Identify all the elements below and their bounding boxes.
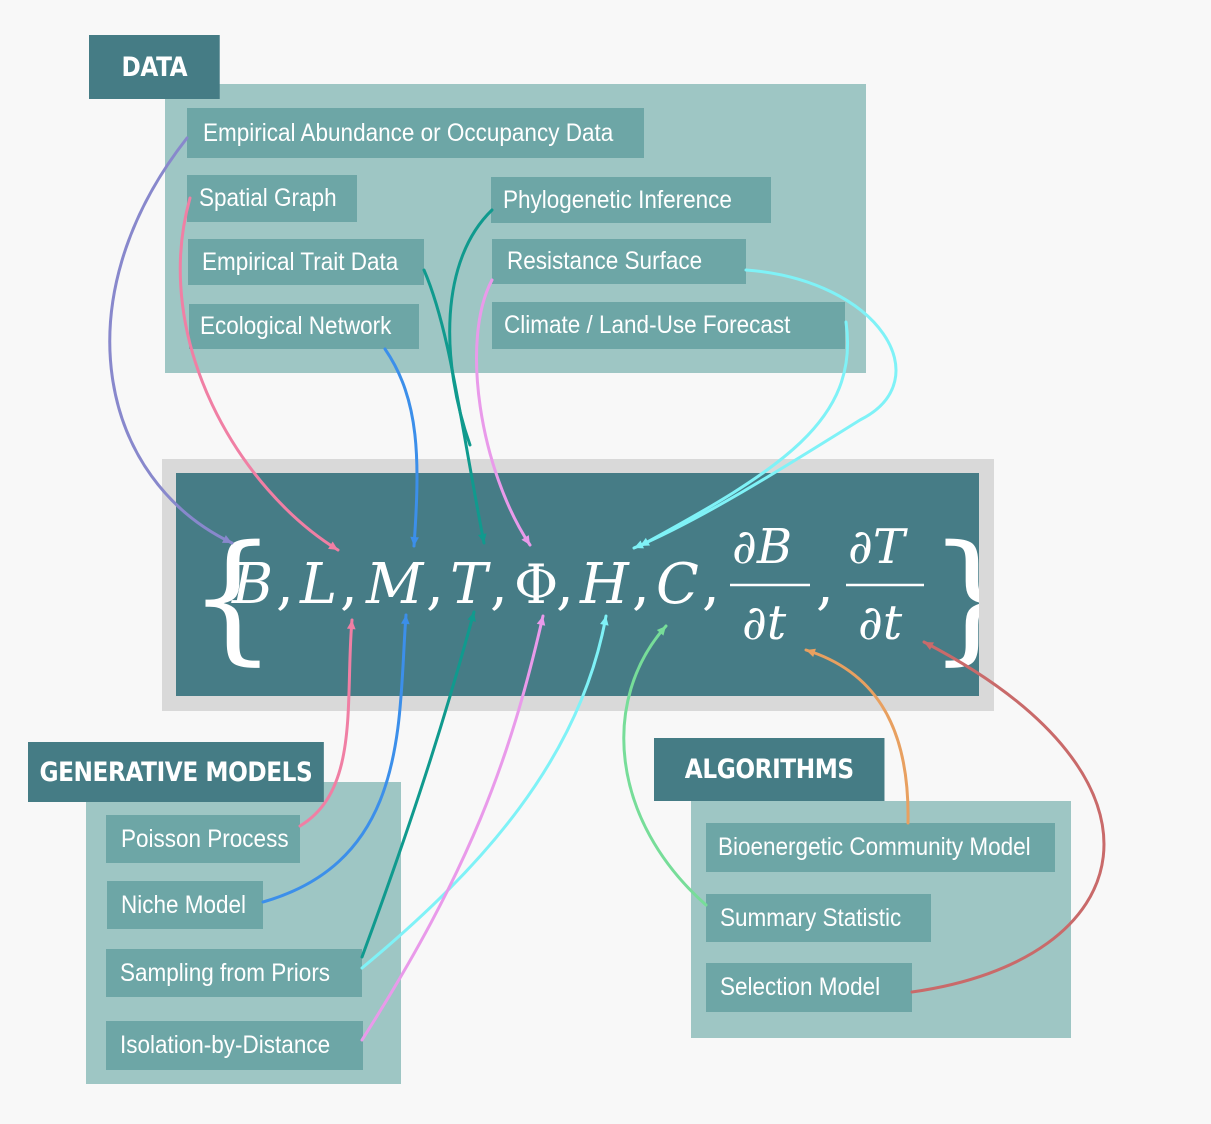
eq-symbol-T: T xyxy=(450,552,491,617)
arrowhead-sampling-T xyxy=(467,612,476,622)
node-sampling-priors: Sampling from Priors xyxy=(106,949,362,997)
arrow-sampling-to-T xyxy=(360,610,476,959)
arrow-bioenergetic-to-dBdt xyxy=(804,648,910,825)
eq-close-brace: } xyxy=(928,516,979,679)
arrow-niche-to-M xyxy=(261,613,408,904)
node-poisson-process-label: Poisson Process xyxy=(121,824,289,853)
algorithms-header-label: ALGORITHMS xyxy=(684,754,854,785)
equation-box xyxy=(176,473,979,696)
node-spatial-graph-label: Spatial Graph xyxy=(199,184,337,212)
eq-comma-3: , xyxy=(426,552,444,617)
node-climate-forecast-label: Climate / Land-Use Forecast xyxy=(504,311,791,339)
node-resistance-surface: Resistance Surface xyxy=(492,239,746,284)
eq-comma-5: , xyxy=(556,552,574,617)
arrowhead-resistance-H xyxy=(634,540,644,549)
arrowhead-trait xyxy=(478,533,487,543)
eq-comma-1: , xyxy=(276,552,294,617)
node-poisson-process: Poisson Process xyxy=(106,815,300,863)
node-summary-statistic-label: Summary Statistic xyxy=(720,903,902,932)
node-selection-model-label: Selection Model xyxy=(720,973,881,1001)
eq-symbol-Phi: Φ xyxy=(514,553,558,616)
eq-symbol-B: B xyxy=(231,552,273,617)
arrowhead-bioenergetic xyxy=(806,648,816,657)
arrowhead-spatial xyxy=(328,541,338,550)
node-sampling-priors-label: Sampling from Priors xyxy=(120,958,331,987)
arrow-climate-to-H xyxy=(638,320,849,548)
arrow-trait-to-T xyxy=(422,268,486,545)
eq-symbol-M: M xyxy=(365,552,425,617)
arrow-resistance-to-Phi xyxy=(475,278,532,547)
eq-comma-8: , xyxy=(816,552,834,617)
eq-symbol-H: H xyxy=(579,552,630,617)
node-empirical-abundance-label: Empirical Abundance or Occupancy Data xyxy=(203,118,614,147)
node-empirical-trait: Empirical Trait Data xyxy=(188,239,424,285)
arrow-phylo-to-T xyxy=(448,208,494,447)
eq-symbol-C: C xyxy=(656,552,699,617)
node-isolation-distance-label: Isolation-by-Distance xyxy=(120,1031,331,1059)
arrowhead-climate xyxy=(640,537,650,546)
node-selection-model: Selection Model xyxy=(706,963,912,1012)
eq-dB-denominator: ∂t xyxy=(742,595,787,651)
node-niche-model: Niche Model xyxy=(107,881,263,929)
node-bioenergetic-label: Bioenergetic Community Model xyxy=(718,833,1031,861)
eq-comma-2: , xyxy=(340,552,358,617)
arrowhead-resistance xyxy=(521,535,530,545)
node-ecological-network-label: Ecological Network xyxy=(200,312,392,340)
node-phylogenetic-inference-label: Phylogenetic Inference xyxy=(503,185,732,214)
node-isolation-distance: Isolation-by-Distance xyxy=(106,1021,363,1070)
arrow-network-to-M xyxy=(383,347,419,548)
algorithms-header: ALGORITHMS xyxy=(654,738,885,801)
eq-comma-7: , xyxy=(702,552,720,617)
generative-models-header: GENERATIVE MODELS xyxy=(28,742,324,802)
node-climate-forecast: Climate / Land-Use Forecast xyxy=(492,302,845,349)
arrowhead-poisson xyxy=(346,620,356,630)
data-header-label: DATA xyxy=(121,51,188,83)
node-niche-model-label: Niche Model xyxy=(121,890,247,919)
arrowhead-abundance xyxy=(222,535,232,543)
eq-comma-4: , xyxy=(490,552,508,617)
arrow-isolation-to-Phi xyxy=(360,614,545,1042)
arrow-poisson-to-L xyxy=(298,618,354,828)
arrow-spatial-to-L xyxy=(178,196,340,552)
equation: { B , L , M , T , Φ , H , C , ∂B ∂t , ∂T… xyxy=(188,516,979,679)
node-resistance-surface-label: Resistance Surface xyxy=(507,247,703,275)
node-phylogenetic-inference: Phylogenetic Inference xyxy=(491,177,771,223)
node-ecological-network: Ecological Network xyxy=(189,304,419,349)
data-header: DATA xyxy=(89,35,220,99)
arrowhead-network xyxy=(410,536,419,546)
node-empirical-trait-label: Empirical Trait Data xyxy=(202,247,399,276)
arrowhead-sampling-H xyxy=(600,616,609,626)
arrowhead-isolation xyxy=(536,616,546,626)
node-bioenergetic: Bioenergetic Community Model xyxy=(706,823,1055,872)
eq-dT-numerator: ∂T xyxy=(848,519,908,575)
node-spatial-graph: Spatial Graph xyxy=(187,175,357,222)
arrowhead-niche xyxy=(401,615,410,625)
arrow-resistance-to-H xyxy=(632,268,898,550)
arrowhead-selection xyxy=(924,642,934,651)
arrow-abundance-to-B xyxy=(108,136,234,545)
eq-dB-numerator: ∂B xyxy=(732,519,792,575)
arrow-selection-to-dTdt xyxy=(910,640,1106,994)
arrow-summary-to-C xyxy=(622,624,708,907)
node-summary-statistic: Summary Statistic xyxy=(706,894,931,942)
eq-dT-denominator: ∂t xyxy=(858,595,903,651)
node-empirical-abundance: Empirical Abundance or Occupancy Data xyxy=(187,108,644,158)
eq-comma-6: , xyxy=(632,552,650,617)
generative-models-header-label: GENERATIVE MODELS xyxy=(39,756,313,788)
arrowhead-summary xyxy=(656,626,666,636)
eq-symbol-L: L xyxy=(299,552,337,617)
arrow-sampling-to-H xyxy=(360,614,608,970)
